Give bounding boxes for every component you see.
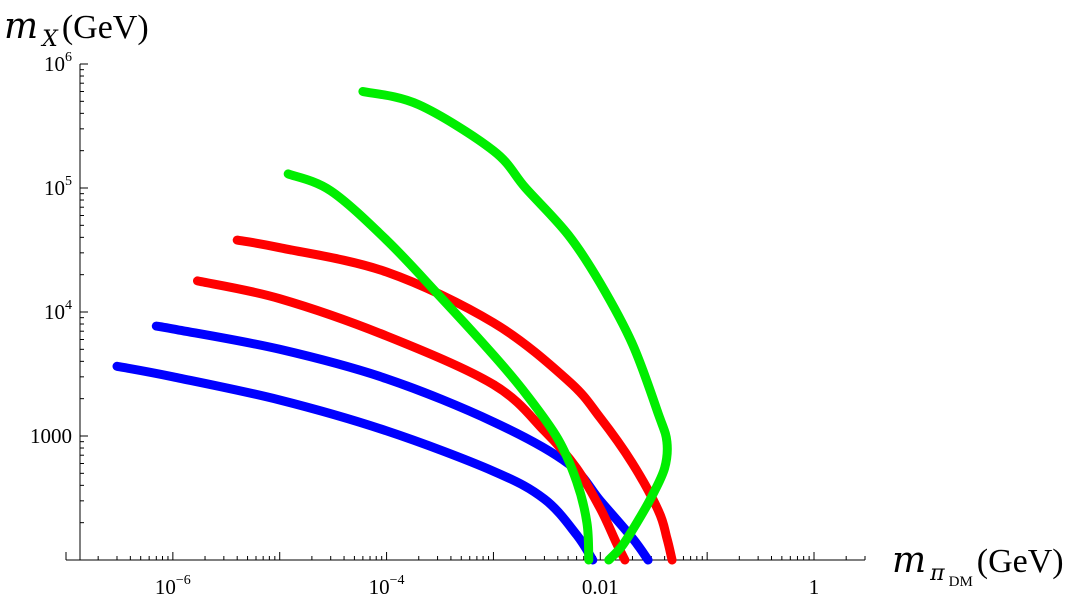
x-tick-label-base: 1 [809,575,820,599]
x-tick-label-base: 0.01 [582,575,619,599]
y-axis-label: m X (GeV) [4,6,149,52]
y-tick-label-base: 1000 [30,424,72,448]
y-tick-label: 1000 [30,424,72,448]
y-tick-label-base: 10 [44,52,65,76]
x-tick-label-exp: −4 [390,573,405,588]
y-axis-label-main: m [4,6,38,47]
x-axis-label: m π DM (GeV) [892,540,1064,590]
y-axis-label-sub: X [40,27,59,52]
series-line-5 [283,169,594,565]
y-axis-label-unit: (GeV) [62,9,149,46]
x-tick-label: 0.01 [582,575,619,599]
x-axis-label-main: m [892,540,926,581]
series-line-1 [112,361,598,565]
y-tick-label: 105 [44,174,72,200]
x-axis-label-subsub: DM [949,574,973,590]
y-tick-label-exp: 6 [65,50,72,65]
series-line-2 [151,321,653,565]
series-line-6 [358,87,672,565]
y-tick-label-base: 10 [44,176,65,200]
y-tick-label-base: 10 [44,300,65,324]
y-tick-label-exp: 5 [65,174,72,189]
x-tick-label-exp: −6 [176,573,191,588]
x-axis-label-unit: (GeV) [977,543,1064,580]
y-tick-label: 104 [44,298,72,324]
y-tick-label-exp: 4 [65,298,72,313]
x-tick-label: 1 [809,575,820,599]
series-line-3 [193,276,630,565]
series-line-4 [232,235,677,565]
series-layer [112,87,677,565]
x-tick-label-base: 10 [155,575,176,599]
axes [65,63,866,561]
y-tick-label: 106 [44,50,72,76]
x-axis-label-sub: π [929,561,945,586]
x-tick-label: 10−6 [155,573,191,599]
x-tick-label-base: 10 [369,575,390,599]
x-tick-label: 10−4 [369,573,405,599]
